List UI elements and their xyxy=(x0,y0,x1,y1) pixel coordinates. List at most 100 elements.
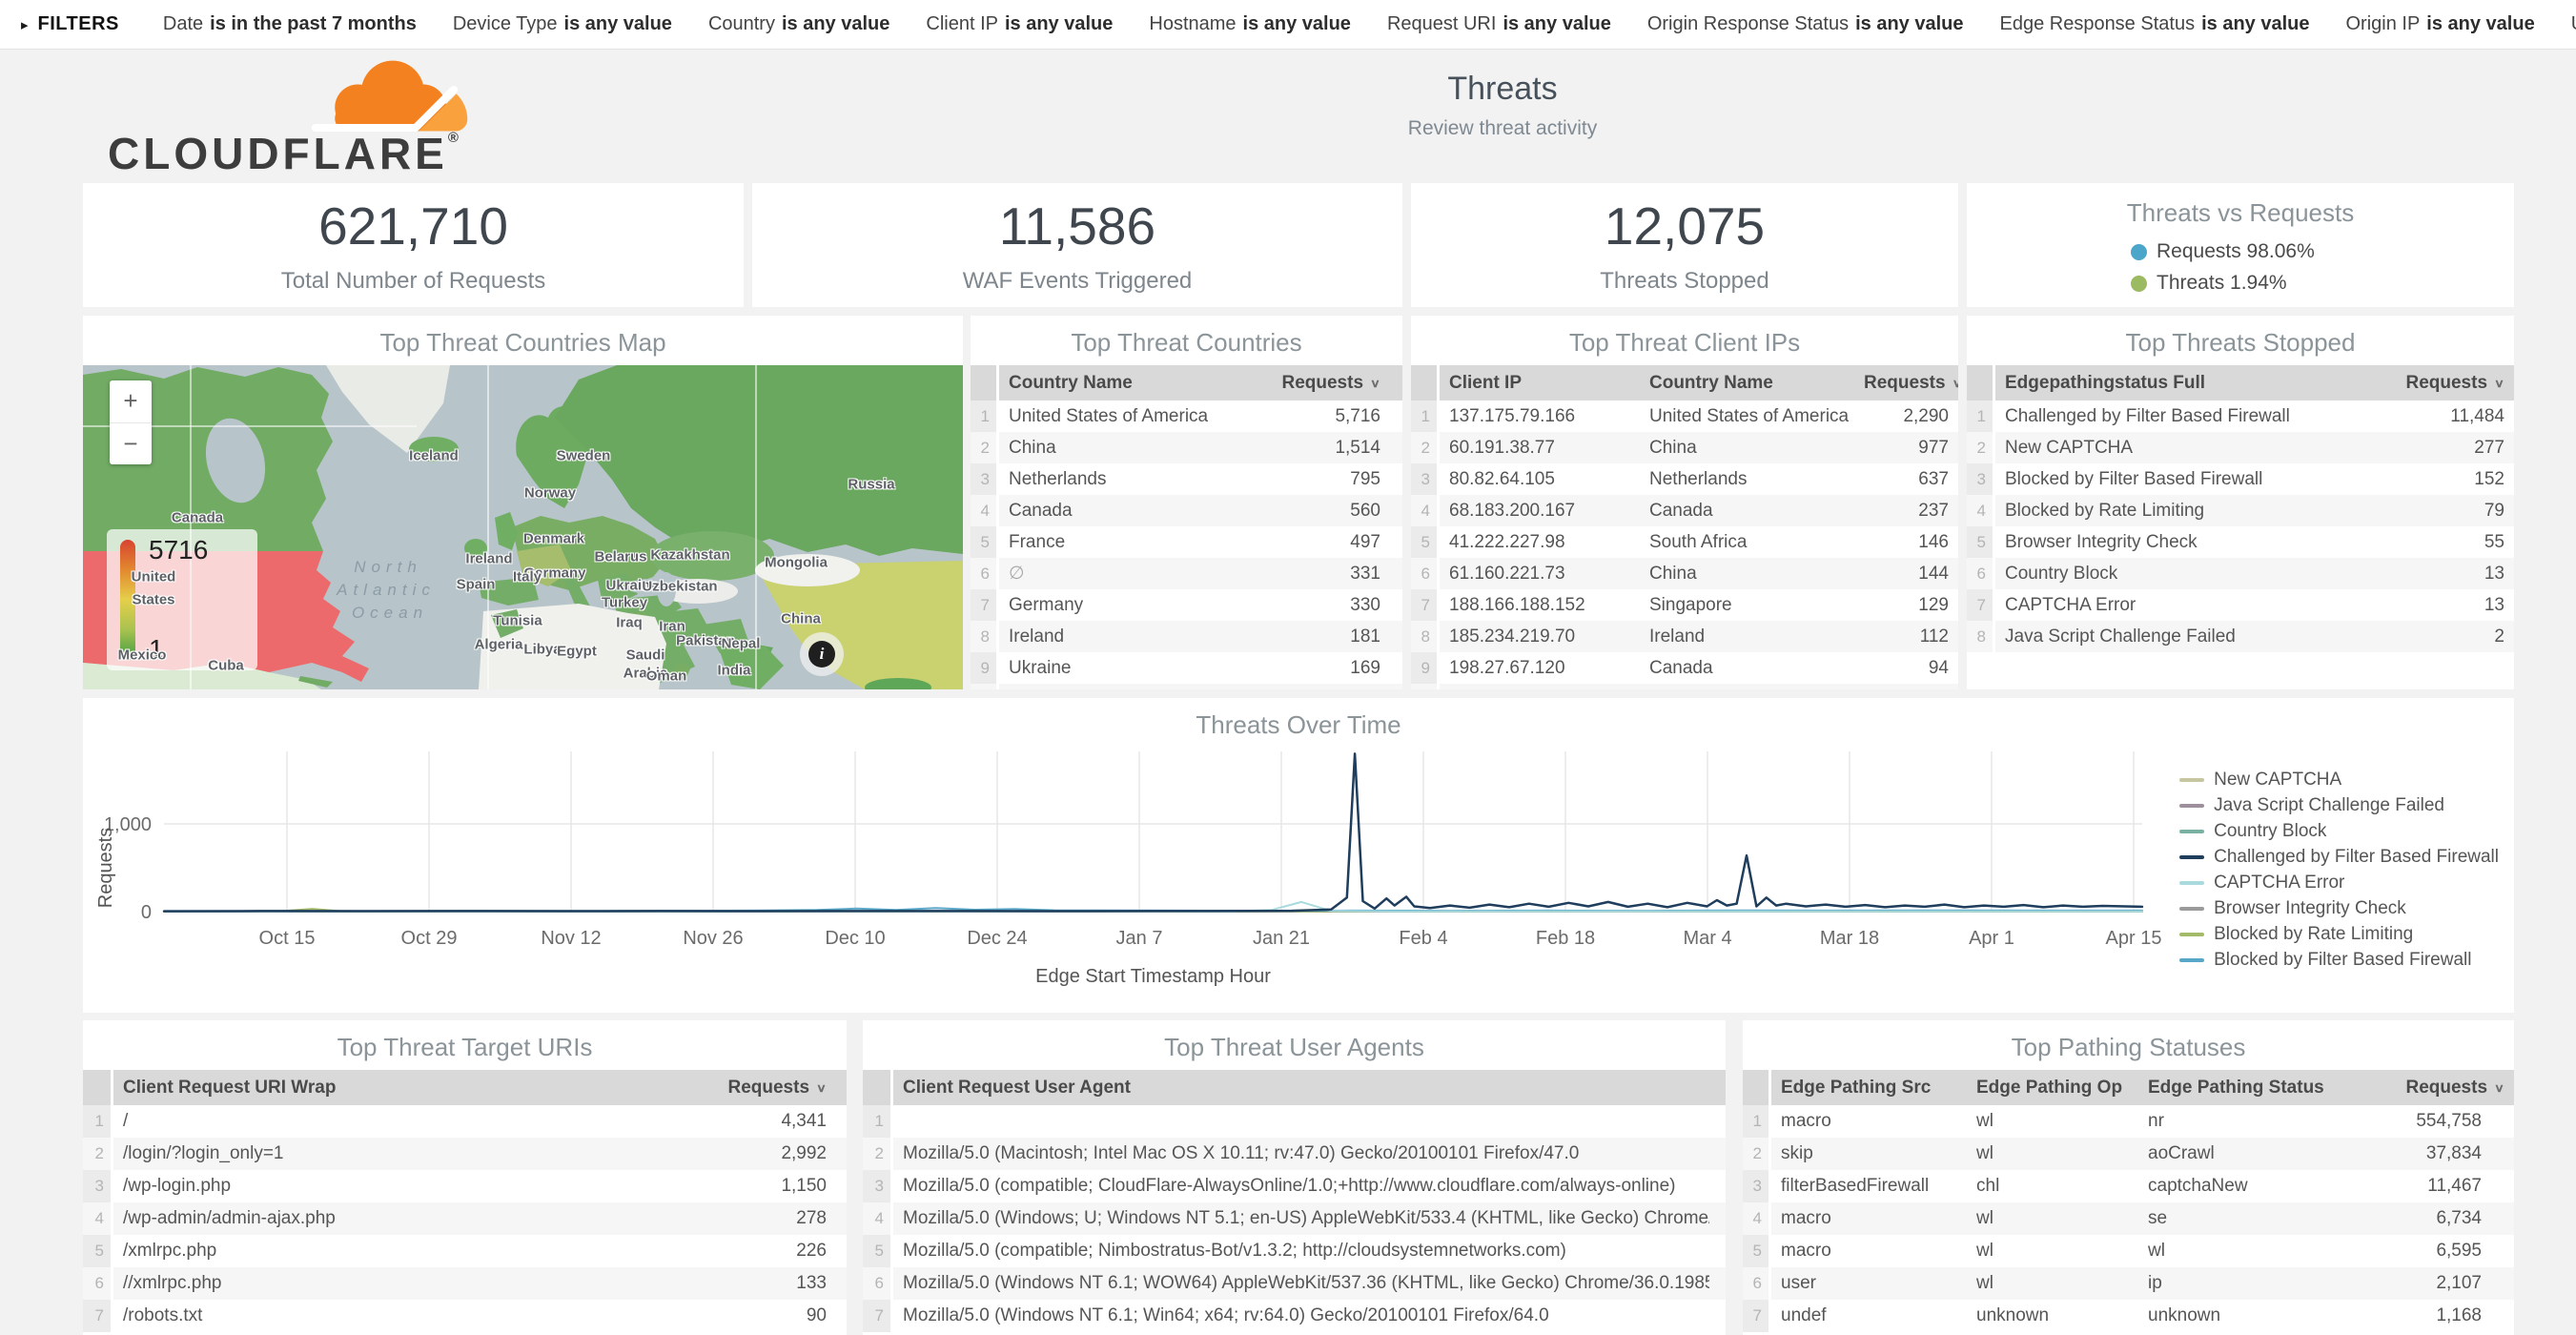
row-number-header xyxy=(83,1070,113,1105)
row-number: 1 xyxy=(971,400,999,432)
table-cell: 560 xyxy=(1242,495,1390,526)
table-row: 2 New CAPTCHA 277 xyxy=(1967,432,2514,463)
filters-label[interactable]: FILTERS xyxy=(37,13,119,34)
row-number: 5 xyxy=(1743,1235,1771,1267)
row-number: 3 xyxy=(1743,1170,1771,1202)
filter-item[interactable]: Date is in the past 7 months xyxy=(162,13,417,34)
table-cell xyxy=(893,1105,1709,1138)
table-row: 2 Mozilla/5.0 (Macintosh; Intel Mac OS X … xyxy=(863,1138,1726,1170)
table-row: 7 188.166.188.152 Singapore 129 xyxy=(1411,589,1958,621)
top-threat-countries-table: Country Name Requests ∨ 1 United States of A… xyxy=(971,365,1402,689)
clipped-cell xyxy=(1709,1105,1726,1138)
filters-expand-icon[interactable]: ▸ xyxy=(21,16,29,33)
table-row: 1/4,341 xyxy=(83,1105,847,1138)
column-header[interactable]: Edgepathingstatus Full xyxy=(1995,365,2390,400)
filter-item[interactable]: Origin Response Status is any value xyxy=(1646,13,1964,34)
map-label: Germany xyxy=(523,565,586,582)
chart-legend-item[interactable]: Challenged by Filter Based Firewall xyxy=(2179,844,2499,870)
filter-item[interactable]: Device Type is any value xyxy=(452,13,672,34)
row-number: 10 xyxy=(1411,684,1440,689)
column-header[interactable]: Requests∨ xyxy=(2390,365,2514,400)
column-header[interactable]: Country Name xyxy=(999,365,1242,400)
sort-chevron-icon: ∨ xyxy=(1952,376,1958,390)
column-header[interactable]: Edge Pathing Status xyxy=(2138,1070,2346,1105)
column-header[interactable]: Country Name xyxy=(1640,365,1854,400)
world-choropleth-map[interactable]: 5716 1 + − i Canada United States Mexico Cub… xyxy=(83,365,963,689)
column-header[interactable]: Edge Pathing Op xyxy=(1967,1070,2138,1105)
table-row: 1 xyxy=(863,1105,1726,1138)
table-row: 8 185.234.219.70 Ireland 112 xyxy=(1411,621,1958,652)
column-header[interactable]: Edge Pathing Src xyxy=(1771,1070,1967,1105)
column-header[interactable]: Client IP xyxy=(1440,365,1640,400)
table-row: 8 Java Script Challenge Failed 2 xyxy=(1967,621,2514,652)
table-cell: Ireland xyxy=(1640,621,1854,652)
tile-title: Top Threat Countries Map xyxy=(379,328,666,357)
map-label: Ocean xyxy=(351,604,429,622)
header-band: CLOUDFLARE® Threats Review threat activi… xyxy=(0,50,2576,183)
legend-line-icon xyxy=(2179,777,2205,782)
filter-item[interactable]: User Agentis any value xyxy=(2571,13,2576,34)
table-cell: 37,834 xyxy=(2346,1138,2514,1170)
clipped-cell xyxy=(836,1235,847,1267)
chart-legend-item[interactable]: Browser Integrity Check xyxy=(2179,895,2499,921)
table-row: 7 Germany 330 xyxy=(971,589,1402,621)
column-header[interactable]: Client Request User Agent xyxy=(893,1070,1709,1105)
column-header[interactable]: Requests∨ xyxy=(2346,1070,2514,1105)
svg-text:Apr 15: Apr 15 xyxy=(2106,928,2162,949)
chart-legend-item[interactable]: Java Script Challenge Failed xyxy=(2179,792,2499,818)
tile-title: Top Threat User Agents xyxy=(1164,1033,1424,1061)
top-threat-user-agents-table: Client Request User Agent 1 2 Mozilla/5.0 (… xyxy=(863,1070,1726,1335)
table-cell: 61.160.247.127 xyxy=(1440,684,1640,689)
threats-vs-requests-tile: Threats vs Requests Requests 98.06% Threa… xyxy=(1967,183,2514,307)
row-number: 2 xyxy=(1743,1138,1771,1170)
map-label: Oman xyxy=(645,668,687,685)
clipped-cell xyxy=(1390,432,1402,463)
page-subtitle: Review threat activity xyxy=(1407,117,1598,139)
row-number-header xyxy=(1743,1070,1771,1105)
table-cell: Mozilla/5.0 (Macintosh; Intel Mac OS X 1… xyxy=(893,1138,1709,1170)
table-row: 1061.160.247.127China88 xyxy=(1411,684,1958,689)
kpi-value: 12,075 xyxy=(1604,196,1766,256)
top-threat-target-uris-tile: Top Threat Target URIs Client Request UR… xyxy=(83,1020,847,1335)
clipped-cell xyxy=(836,1300,847,1332)
table-row: 2 skip wl aoCrawl 37,834 xyxy=(1743,1138,2514,1170)
filter-item[interactable]: Request URI is any value xyxy=(1386,13,1611,34)
column-header[interactable]: Requests∨ xyxy=(1242,365,1390,400)
map-label: Uzbekistan xyxy=(642,578,718,595)
filter-item[interactable]: Country is any value xyxy=(707,13,890,34)
table-cell: 60.191.38.77 xyxy=(1440,432,1640,463)
map-zoom-in-button[interactable]: + xyxy=(110,380,152,423)
row-number: 5 xyxy=(971,526,999,558)
column-header[interactable]: Requests∨ xyxy=(685,1070,836,1105)
filter-item[interactable]: Edge Response Status is any value xyxy=(1999,13,2310,34)
chart-legend-item[interactable]: New CAPTCHA xyxy=(2179,767,2499,792)
svg-text:Oct 15: Oct 15 xyxy=(259,928,316,949)
filter-item[interactable]: Hostname is any value xyxy=(1149,13,1351,34)
map-label: Saudi xyxy=(625,647,665,664)
sort-chevron-icon: ∨ xyxy=(1370,377,1380,390)
column-header[interactable]: Client Request URI Wrap xyxy=(113,1070,685,1105)
table-row: 5/xmlrpc.php 226 xyxy=(83,1235,847,1267)
map-info-button[interactable]: i xyxy=(800,632,844,676)
table-row: 3 filterBasedFirewall chl captchaNew 11,467 xyxy=(1743,1170,2514,1202)
chart-title: Threats Over Time xyxy=(1196,710,1401,739)
table-row: 7 CAPTCHA Error 13 xyxy=(1967,589,2514,621)
chart-legend-item[interactable]: CAPTCHA Error xyxy=(2179,870,2499,895)
column-header[interactable]: Requests∨ xyxy=(1854,365,1958,400)
top-threats-stopped-table: Edgepathingstatus Full Requests ∨ 1 Challeng… xyxy=(1967,365,2514,689)
table-cell: wl xyxy=(1967,1202,2138,1235)
sort-chevron-icon: ∨ xyxy=(2494,1081,2504,1095)
filter-item[interactable]: Origin IP is any value xyxy=(2345,13,2535,34)
chart-legend-item[interactable]: Blocked by Filter Based Firewall xyxy=(2179,947,2499,973)
kpi-label: Total Number of Requests xyxy=(280,268,546,294)
chart-legend-item[interactable]: Blocked by Rate Limiting xyxy=(2179,921,2499,947)
map-label: Iran xyxy=(659,618,685,635)
table-cell: China xyxy=(1640,558,1854,589)
map-zoom-out-button[interactable]: − xyxy=(123,428,138,458)
filter-item[interactable]: Client IP is any value xyxy=(926,13,1114,34)
table-row: 6//xmlrpc.php 133 xyxy=(83,1267,847,1300)
table-cell: 554,758 xyxy=(2346,1105,2514,1138)
row-number: 1 xyxy=(1743,1105,1771,1138)
chart-legend-item[interactable]: Country Block xyxy=(2179,818,2499,844)
